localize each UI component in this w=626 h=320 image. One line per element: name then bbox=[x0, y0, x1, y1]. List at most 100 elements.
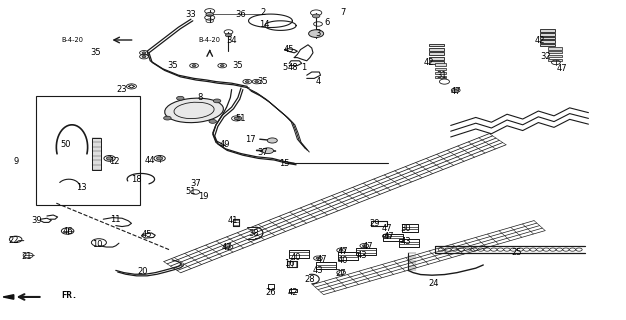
Circle shape bbox=[316, 257, 320, 259]
Circle shape bbox=[106, 157, 113, 160]
Circle shape bbox=[142, 56, 146, 58]
Text: B-4-20: B-4-20 bbox=[198, 37, 221, 43]
Bar bbox=[540, 44, 555, 46]
Text: 16: 16 bbox=[284, 260, 294, 268]
Text: 49: 49 bbox=[220, 140, 230, 148]
Text: 35: 35 bbox=[258, 77, 268, 86]
Circle shape bbox=[309, 30, 324, 37]
Text: 46: 46 bbox=[63, 228, 73, 236]
Text: 38: 38 bbox=[248, 229, 259, 238]
Circle shape bbox=[206, 12, 213, 16]
Text: 42: 42 bbox=[288, 288, 298, 297]
Text: 2: 2 bbox=[260, 8, 265, 17]
Text: 35: 35 bbox=[167, 61, 177, 70]
Bar bbox=[399, 239, 419, 247]
Circle shape bbox=[225, 34, 232, 37]
Text: 35: 35 bbox=[90, 48, 100, 57]
Text: 10: 10 bbox=[92, 240, 102, 249]
Text: 1: 1 bbox=[301, 63, 306, 72]
Text: 43: 43 bbox=[313, 266, 323, 275]
Bar bbox=[540, 40, 555, 43]
Bar bbox=[429, 44, 444, 46]
Text: 9: 9 bbox=[13, 157, 18, 166]
Text: 47: 47 bbox=[363, 242, 373, 251]
Text: 23: 23 bbox=[117, 85, 127, 94]
Circle shape bbox=[262, 148, 274, 154]
Text: 42: 42 bbox=[535, 36, 545, 44]
Text: 37: 37 bbox=[190, 179, 202, 188]
Text: 24: 24 bbox=[428, 279, 438, 288]
Text: 33: 33 bbox=[185, 10, 197, 19]
Bar bbox=[540, 33, 555, 36]
Circle shape bbox=[362, 245, 366, 247]
Bar bbox=[429, 52, 444, 55]
Bar bbox=[435, 76, 446, 78]
Circle shape bbox=[454, 89, 458, 91]
Circle shape bbox=[255, 81, 259, 83]
Text: 47: 47 bbox=[384, 232, 394, 241]
Text: 22: 22 bbox=[9, 236, 19, 245]
Bar bbox=[383, 234, 403, 241]
Bar bbox=[548, 59, 562, 61]
Text: 11: 11 bbox=[111, 215, 121, 224]
Text: 7: 7 bbox=[341, 8, 346, 17]
Text: 47: 47 bbox=[222, 244, 232, 252]
Bar bbox=[435, 72, 446, 74]
Text: 3: 3 bbox=[316, 29, 321, 38]
Text: 48: 48 bbox=[288, 63, 298, 72]
Text: 17: 17 bbox=[245, 135, 255, 144]
Bar bbox=[435, 63, 446, 66]
Text: 13: 13 bbox=[76, 183, 86, 192]
Bar bbox=[429, 57, 444, 60]
Bar bbox=[540, 29, 555, 32]
Text: 47: 47 bbox=[382, 224, 392, 233]
Text: 21: 21 bbox=[21, 252, 31, 261]
Bar bbox=[356, 248, 376, 255]
Text: 35: 35 bbox=[233, 61, 243, 70]
Text: 15: 15 bbox=[280, 159, 290, 168]
Circle shape bbox=[156, 157, 163, 160]
Text: 29: 29 bbox=[369, 220, 379, 228]
Text: 39: 39 bbox=[31, 216, 41, 225]
Text: 25: 25 bbox=[511, 248, 521, 257]
Circle shape bbox=[142, 52, 146, 54]
Bar bbox=[338, 252, 358, 260]
Bar bbox=[548, 47, 562, 50]
Circle shape bbox=[209, 119, 217, 123]
Text: 45: 45 bbox=[142, 230, 152, 239]
Circle shape bbox=[245, 81, 249, 83]
Text: 47: 47 bbox=[338, 247, 348, 256]
Circle shape bbox=[177, 96, 184, 100]
Circle shape bbox=[213, 99, 221, 103]
Bar bbox=[548, 51, 562, 53]
Circle shape bbox=[220, 65, 224, 67]
Text: 4: 4 bbox=[316, 77, 321, 86]
Bar bbox=[429, 61, 444, 64]
Text: 42: 42 bbox=[424, 58, 434, 67]
Text: 20: 20 bbox=[138, 267, 148, 276]
Text: 40: 40 bbox=[290, 253, 300, 262]
Text: 43: 43 bbox=[357, 252, 367, 260]
Circle shape bbox=[339, 249, 343, 251]
Text: 31: 31 bbox=[436, 71, 446, 80]
Text: 26: 26 bbox=[265, 288, 275, 297]
Text: 40: 40 bbox=[338, 256, 348, 265]
Text: 27: 27 bbox=[336, 269, 346, 278]
Text: 28: 28 bbox=[305, 276, 315, 284]
Bar bbox=[548, 55, 562, 57]
Text: B-4-20: B-4-20 bbox=[61, 37, 83, 43]
Circle shape bbox=[234, 117, 239, 120]
Bar bbox=[92, 138, 101, 170]
Text: 47: 47 bbox=[451, 87, 461, 96]
Text: 45: 45 bbox=[284, 45, 294, 54]
Text: 14: 14 bbox=[259, 20, 269, 28]
Text: 32: 32 bbox=[541, 52, 551, 60]
Text: 18: 18 bbox=[131, 175, 141, 184]
Text: 41: 41 bbox=[228, 216, 238, 225]
Ellipse shape bbox=[165, 98, 223, 123]
Circle shape bbox=[163, 116, 171, 120]
Text: 51: 51 bbox=[236, 114, 246, 123]
Text: 30: 30 bbox=[401, 224, 411, 233]
Polygon shape bbox=[3, 295, 14, 299]
Text: 37: 37 bbox=[257, 148, 269, 157]
